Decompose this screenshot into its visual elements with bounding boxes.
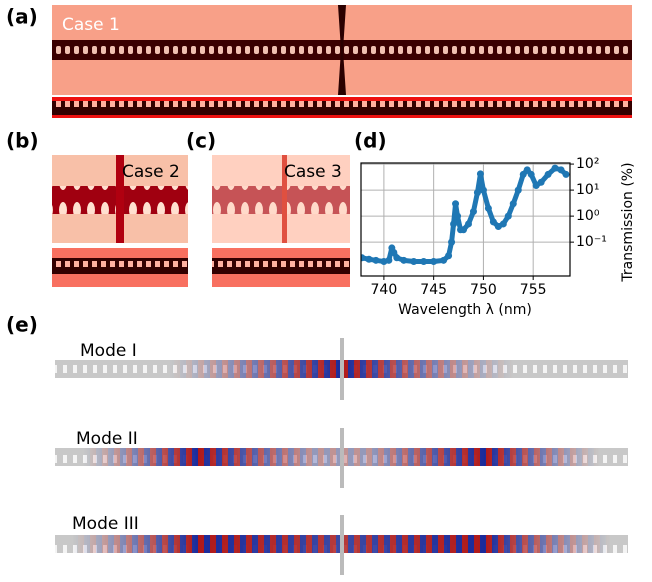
stub (116, 155, 124, 243)
strip-holes (52, 258, 188, 274)
mode-label: Mode III (72, 514, 139, 534)
point (445, 252, 453, 260)
point (509, 200, 517, 208)
point (527, 170, 535, 178)
point (532, 182, 540, 190)
point (519, 170, 527, 178)
point (537, 178, 545, 186)
strip-holes (212, 258, 350, 274)
panel-label: (e) (6, 313, 38, 337)
point (479, 186, 487, 194)
point (544, 170, 552, 178)
case-label: Case 2 (122, 162, 180, 182)
panel-label: (d) (354, 129, 387, 153)
point (365, 255, 373, 263)
y-axis-label: Transmission (%) (620, 162, 636, 282)
waveguide (212, 186, 350, 214)
x-tick-label: 750 (470, 282, 497, 298)
point (460, 226, 468, 234)
point (390, 248, 398, 256)
y-tick-label: 10⁻¹ (576, 234, 607, 250)
point (372, 256, 380, 264)
point (393, 254, 401, 262)
y-tick-label: 10¹ (576, 182, 599, 198)
y-tick-label: 10² (576, 156, 599, 172)
stub (282, 155, 287, 243)
point (484, 204, 492, 212)
point (469, 208, 477, 216)
mode-label: Mode I (80, 341, 137, 361)
point (450, 220, 458, 228)
point (504, 212, 512, 220)
point (452, 200, 460, 208)
panel-label: (b) (6, 129, 39, 153)
x-axis-label: Wavelength λ (nm) (398, 302, 532, 318)
stub (338, 5, 346, 95)
plot-frame (360, 162, 571, 277)
point (440, 256, 448, 264)
x-tick-label: 740 (371, 282, 398, 298)
stub (340, 515, 344, 575)
point (476, 170, 484, 178)
point (523, 166, 531, 174)
mode-images (55, 338, 628, 575)
point (551, 164, 559, 172)
point (448, 238, 456, 246)
case-label: Case 3 (284, 162, 342, 182)
point (514, 186, 522, 194)
point (420, 258, 428, 266)
point (430, 258, 438, 266)
series (361, 164, 570, 266)
point (489, 218, 497, 226)
point (454, 212, 462, 220)
point (464, 220, 472, 228)
y-tick-label: 10⁰ (576, 208, 600, 224)
x-tick-label: 745 (420, 282, 447, 298)
point (562, 170, 570, 178)
x-tick-label: 755 (520, 282, 547, 298)
point (410, 258, 418, 266)
mode-label: Mode II (76, 429, 138, 449)
point (400, 256, 408, 264)
point (385, 256, 393, 264)
stub (340, 428, 344, 488)
panel-label: (a) (6, 5, 38, 29)
plot: 740 745 750 755 10⁻¹ 10⁰ 10¹ 10² (360, 156, 607, 298)
point (557, 166, 565, 174)
case-label: Case 1 (62, 15, 120, 35)
panel-label: (c) (186, 129, 216, 153)
point (499, 220, 507, 228)
point (361, 254, 366, 262)
point (473, 189, 481, 197)
stub (340, 338, 344, 400)
strip-holes (52, 101, 632, 115)
